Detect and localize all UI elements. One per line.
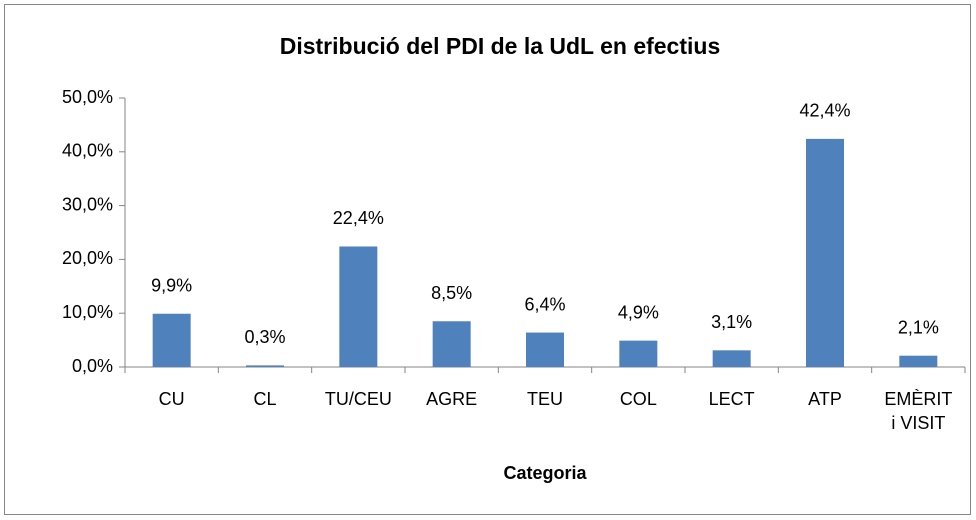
- y-tick-label: 30,0%: [62, 194, 113, 214]
- data-label: 6,4%: [524, 294, 565, 314]
- x-tick-label: LECT: [708, 389, 755, 409]
- x-tick-label: TEU: [527, 389, 563, 409]
- y-tick-label: 0,0%: [72, 356, 113, 376]
- bar: [432, 321, 471, 367]
- x-tick-label: COL: [619, 389, 657, 409]
- bar: [152, 313, 191, 367]
- y-tick-label: 50,0%: [62, 87, 113, 107]
- y-tick-label: 10,0%: [62, 302, 113, 322]
- chart-title: Distribució del PDI de la UdL en efectiu…: [280, 33, 721, 59]
- y-tick-label: 20,0%: [62, 248, 113, 268]
- data-label: 9,9%: [151, 275, 192, 295]
- bar: [246, 365, 284, 367]
- data-label: 4,9%: [618, 302, 659, 322]
- x-tick-label: AGRE: [426, 389, 478, 409]
- bar: [339, 246, 378, 367]
- data-label: 2,1%: [898, 317, 939, 337]
- data-label: 8,5%: [431, 283, 472, 303]
- data-label: 42,4%: [799, 101, 850, 121]
- data-label: 3,1%: [711, 312, 752, 332]
- x-axis-label: Categoria: [503, 463, 587, 483]
- bar: [806, 138, 844, 367]
- data-label: 22,4%: [333, 208, 384, 228]
- x-tick-label: CU: [158, 389, 185, 409]
- bar: [899, 355, 938, 367]
- y-tick-label: 40,0%: [62, 141, 113, 161]
- x-tick-label: EMÈRIT i VISIT: [884, 389, 953, 433]
- bar: [712, 350, 751, 367]
- data-label: 0,3%: [244, 327, 285, 347]
- bar: [619, 340, 658, 367]
- x-tick-label: ATP: [808, 389, 842, 409]
- bar: [526, 332, 564, 367]
- x-tick-label: TU/CEU: [324, 389, 392, 409]
- x-tick-label: CL: [253, 389, 277, 409]
